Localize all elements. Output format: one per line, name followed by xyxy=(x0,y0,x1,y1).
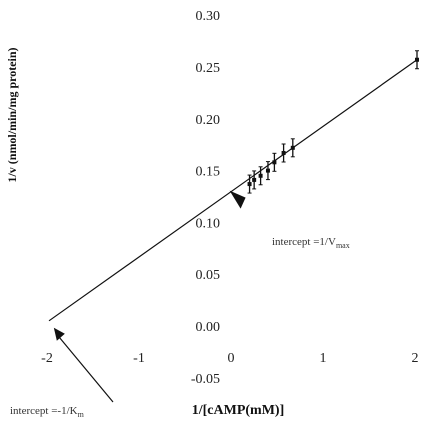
y-tick-label: 0.10 xyxy=(196,216,221,231)
km-annotation: intercept =-1/Km xyxy=(10,327,114,419)
point-marker xyxy=(415,57,419,62)
point-marker xyxy=(281,150,286,155)
x-tick-label: 0 xyxy=(228,351,235,366)
y-tick-label: 0.15 xyxy=(196,165,221,180)
point-marker xyxy=(252,177,257,182)
data-point xyxy=(290,138,295,158)
y-tick-label: 0.05 xyxy=(196,268,221,283)
data-point xyxy=(258,166,263,186)
data-point xyxy=(252,170,257,190)
data-point xyxy=(415,50,419,70)
y-tick-label: 0.25 xyxy=(196,61,221,76)
km-annotation-text: intercept =-1/Km xyxy=(10,405,85,419)
point-marker xyxy=(290,145,295,150)
vmax-annotation-text: intercept =1/Vmax xyxy=(272,236,350,250)
vmax-annotation-main: intercept =1/V xyxy=(272,236,336,248)
y-axis-title: 1/v (nmol/min/mg protein) xyxy=(5,47,19,182)
vmax-annotation-sub: max xyxy=(336,241,350,250)
data-point xyxy=(247,174,252,194)
km-arrow-head xyxy=(53,327,65,341)
vmax-arrow xyxy=(229,190,246,209)
x-tick-label: 2 xyxy=(412,351,419,366)
point-marker xyxy=(272,160,277,165)
point-marker xyxy=(247,182,252,187)
x-tick-label: -2 xyxy=(41,351,53,366)
y-tick-label: -0.05 xyxy=(191,372,220,387)
point-marker xyxy=(258,173,263,178)
data-points xyxy=(247,50,419,194)
data-point xyxy=(272,152,277,172)
point-marker xyxy=(265,168,270,173)
data-point xyxy=(281,143,286,163)
x-tick-label: 1 xyxy=(320,351,327,366)
vmax-annotation: intercept =1/Vmax xyxy=(229,190,350,250)
y-tick-label: 0.00 xyxy=(196,320,221,335)
x-axis-title: 1/[cAMP(mM)] xyxy=(192,403,285,418)
y-axis: -0.05 0.00 0.05 0.10 0.15 0.20 0.25 0.30 xyxy=(191,9,220,387)
fit-line xyxy=(48,59,418,322)
km-annotation-main: intercept =-1/K xyxy=(10,405,78,417)
data-point xyxy=(265,161,270,181)
km-annotation-sub: m xyxy=(78,410,85,419)
x-tick-label: -1 xyxy=(133,351,145,366)
y-tick-label: 0.30 xyxy=(196,9,221,24)
x-axis: -2 -1 0 1 2 xyxy=(41,351,418,366)
y-tick-label: 0.20 xyxy=(196,113,221,128)
km-arrow-shaft xyxy=(58,336,114,403)
